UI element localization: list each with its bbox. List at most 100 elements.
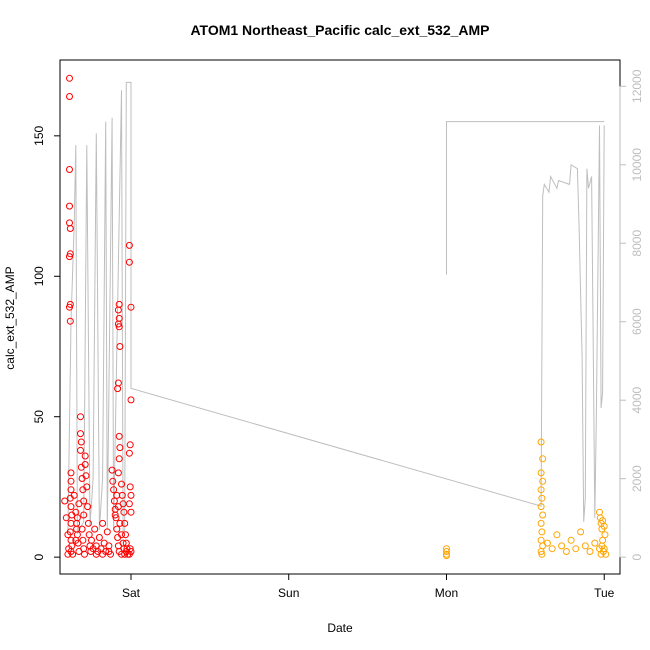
- data-point-series-1: [127, 508, 135, 516]
- data-point-series-1: [78, 525, 86, 533]
- chart-title: ATOM1 Northeast_Pacific calc_ext_532_AMP: [190, 22, 489, 38]
- data-point-series-1: [115, 323, 123, 331]
- x-axis-label: Date: [327, 621, 353, 635]
- data-point-series-2: [548, 545, 556, 553]
- right-y-axis: 0 2000 4000 6000 8000 10000 12000: [619, 69, 644, 560]
- data-point-series-1: [115, 432, 123, 440]
- data-point-series-1: [66, 300, 74, 308]
- data-point-series-1: [66, 317, 74, 325]
- data-point-series-1: [66, 93, 73, 100]
- data-point-series-1: [103, 528, 111, 536]
- data-point-series-2: [443, 552, 450, 560]
- data-point-series-1: [66, 250, 74, 258]
- data-point-series-1: [66, 303, 73, 311]
- y-axis: 0 50 100 150: [32, 126, 61, 560]
- data-point-series-1: [112, 514, 120, 522]
- data-point-series-2: [597, 550, 605, 558]
- y-axis-label: calc_ext_532_AMP: [3, 266, 17, 369]
- data-point-series-1: [61, 497, 69, 505]
- data-point-series-1: [111, 511, 119, 519]
- data-point-series-1: [99, 550, 107, 558]
- data-point-series-1: [77, 413, 84, 421]
- data-point-series-1: [118, 480, 125, 488]
- data-point-series-1: [73, 514, 81, 522]
- data-point-series-1: [66, 74, 73, 82]
- data-point-series-2: [443, 548, 450, 555]
- data-point-series-1: [77, 430, 84, 438]
- data-point-series-2: [538, 550, 546, 558]
- data-point-series-1: [84, 503, 92, 511]
- right-y-tick-label: 6000: [630, 308, 644, 335]
- data-point-series-1: [66, 225, 74, 232]
- right-y-tick-label: 12000: [630, 69, 644, 103]
- data-point-series-2: [567, 536, 575, 544]
- data-point-series-1: [67, 469, 75, 477]
- data-point-series-1: [114, 320, 122, 328]
- data-point-series-1: [121, 519, 129, 527]
- data-point-series-1: [91, 525, 99, 533]
- data-point-series-1: [77, 446, 84, 454]
- data-point-series-1: [105, 548, 113, 555]
- data-point-series-2: [591, 539, 599, 547]
- data-point-series-1: [62, 514, 70, 522]
- data-point-series-1: [84, 519, 92, 527]
- data-point-series-2: [577, 528, 585, 536]
- data-point-series-1: [110, 497, 118, 505]
- data-point-series-1: [116, 343, 124, 350]
- data-point-series-1: [66, 166, 73, 173]
- data-point-series-1: [67, 503, 75, 511]
- data-point-series-1: [118, 491, 126, 499]
- data-point-series-1: [116, 444, 124, 452]
- data-point-series-1: [88, 536, 95, 544]
- data-point-series-1: [83, 483, 91, 491]
- data-point-series-1: [64, 531, 72, 539]
- data-point-series-1: [108, 466, 116, 474]
- data-point-series-1: [69, 550, 77, 558]
- data-point-series-2: [562, 548, 570, 555]
- data-point-series-1: [114, 306, 122, 314]
- data-point-series-1: [77, 438, 85, 446]
- data-point-series-2: [537, 438, 545, 446]
- data-point-series-1: [114, 379, 122, 387]
- data-point-series-2: [539, 455, 547, 463]
- points-layer: [61, 74, 610, 560]
- right-y-tick-label: 10000: [630, 148, 644, 182]
- data-point-series-2: [538, 528, 546, 536]
- lines-layer: [67, 81, 605, 534]
- data-point-series-1: [127, 396, 135, 404]
- data-point-series-2: [602, 550, 610, 558]
- x-tick-label: Sat: [122, 586, 141, 600]
- data-point-series-1: [114, 469, 122, 477]
- data-point-series-1: [122, 548, 130, 555]
- x-tick-label: Mon: [435, 586, 458, 600]
- amp-line-1: [67, 81, 605, 534]
- data-point-series-1: [64, 550, 72, 558]
- data-point-series-1: [66, 253, 73, 261]
- right-y-tick-label: 2000: [630, 465, 644, 492]
- data-point-series-1: [67, 477, 75, 485]
- data-point-series-2: [537, 519, 545, 527]
- data-point-series-2: [538, 494, 546, 502]
- data-point-series-1: [113, 525, 121, 533]
- data-point-series-1: [95, 534, 103, 541]
- data-point-series-1: [72, 536, 80, 544]
- data-point-series-1: [109, 477, 117, 485]
- data-point-series-1: [80, 511, 88, 519]
- data-point-series-1: [81, 461, 89, 468]
- data-point-series-2: [543, 539, 551, 547]
- data-point-series-2: [537, 548, 545, 555]
- data-point-series-1: [70, 491, 78, 499]
- data-point-series-1: [125, 258, 133, 266]
- data-point-series-1: [82, 472, 90, 480]
- data-point-series-2: [537, 486, 545, 494]
- data-point-series-2: [537, 503, 545, 511]
- data-point-series-1: [79, 536, 87, 544]
- data-point-series-1: [125, 500, 133, 508]
- y-tick-label: 50: [32, 410, 46, 424]
- data-point-series-2: [600, 522, 608, 530]
- data-point-series-1: [126, 483, 134, 491]
- y-tick-label: 0: [32, 553, 46, 560]
- data-point-series-1: [125, 449, 133, 457]
- data-point-series-1: [116, 519, 124, 527]
